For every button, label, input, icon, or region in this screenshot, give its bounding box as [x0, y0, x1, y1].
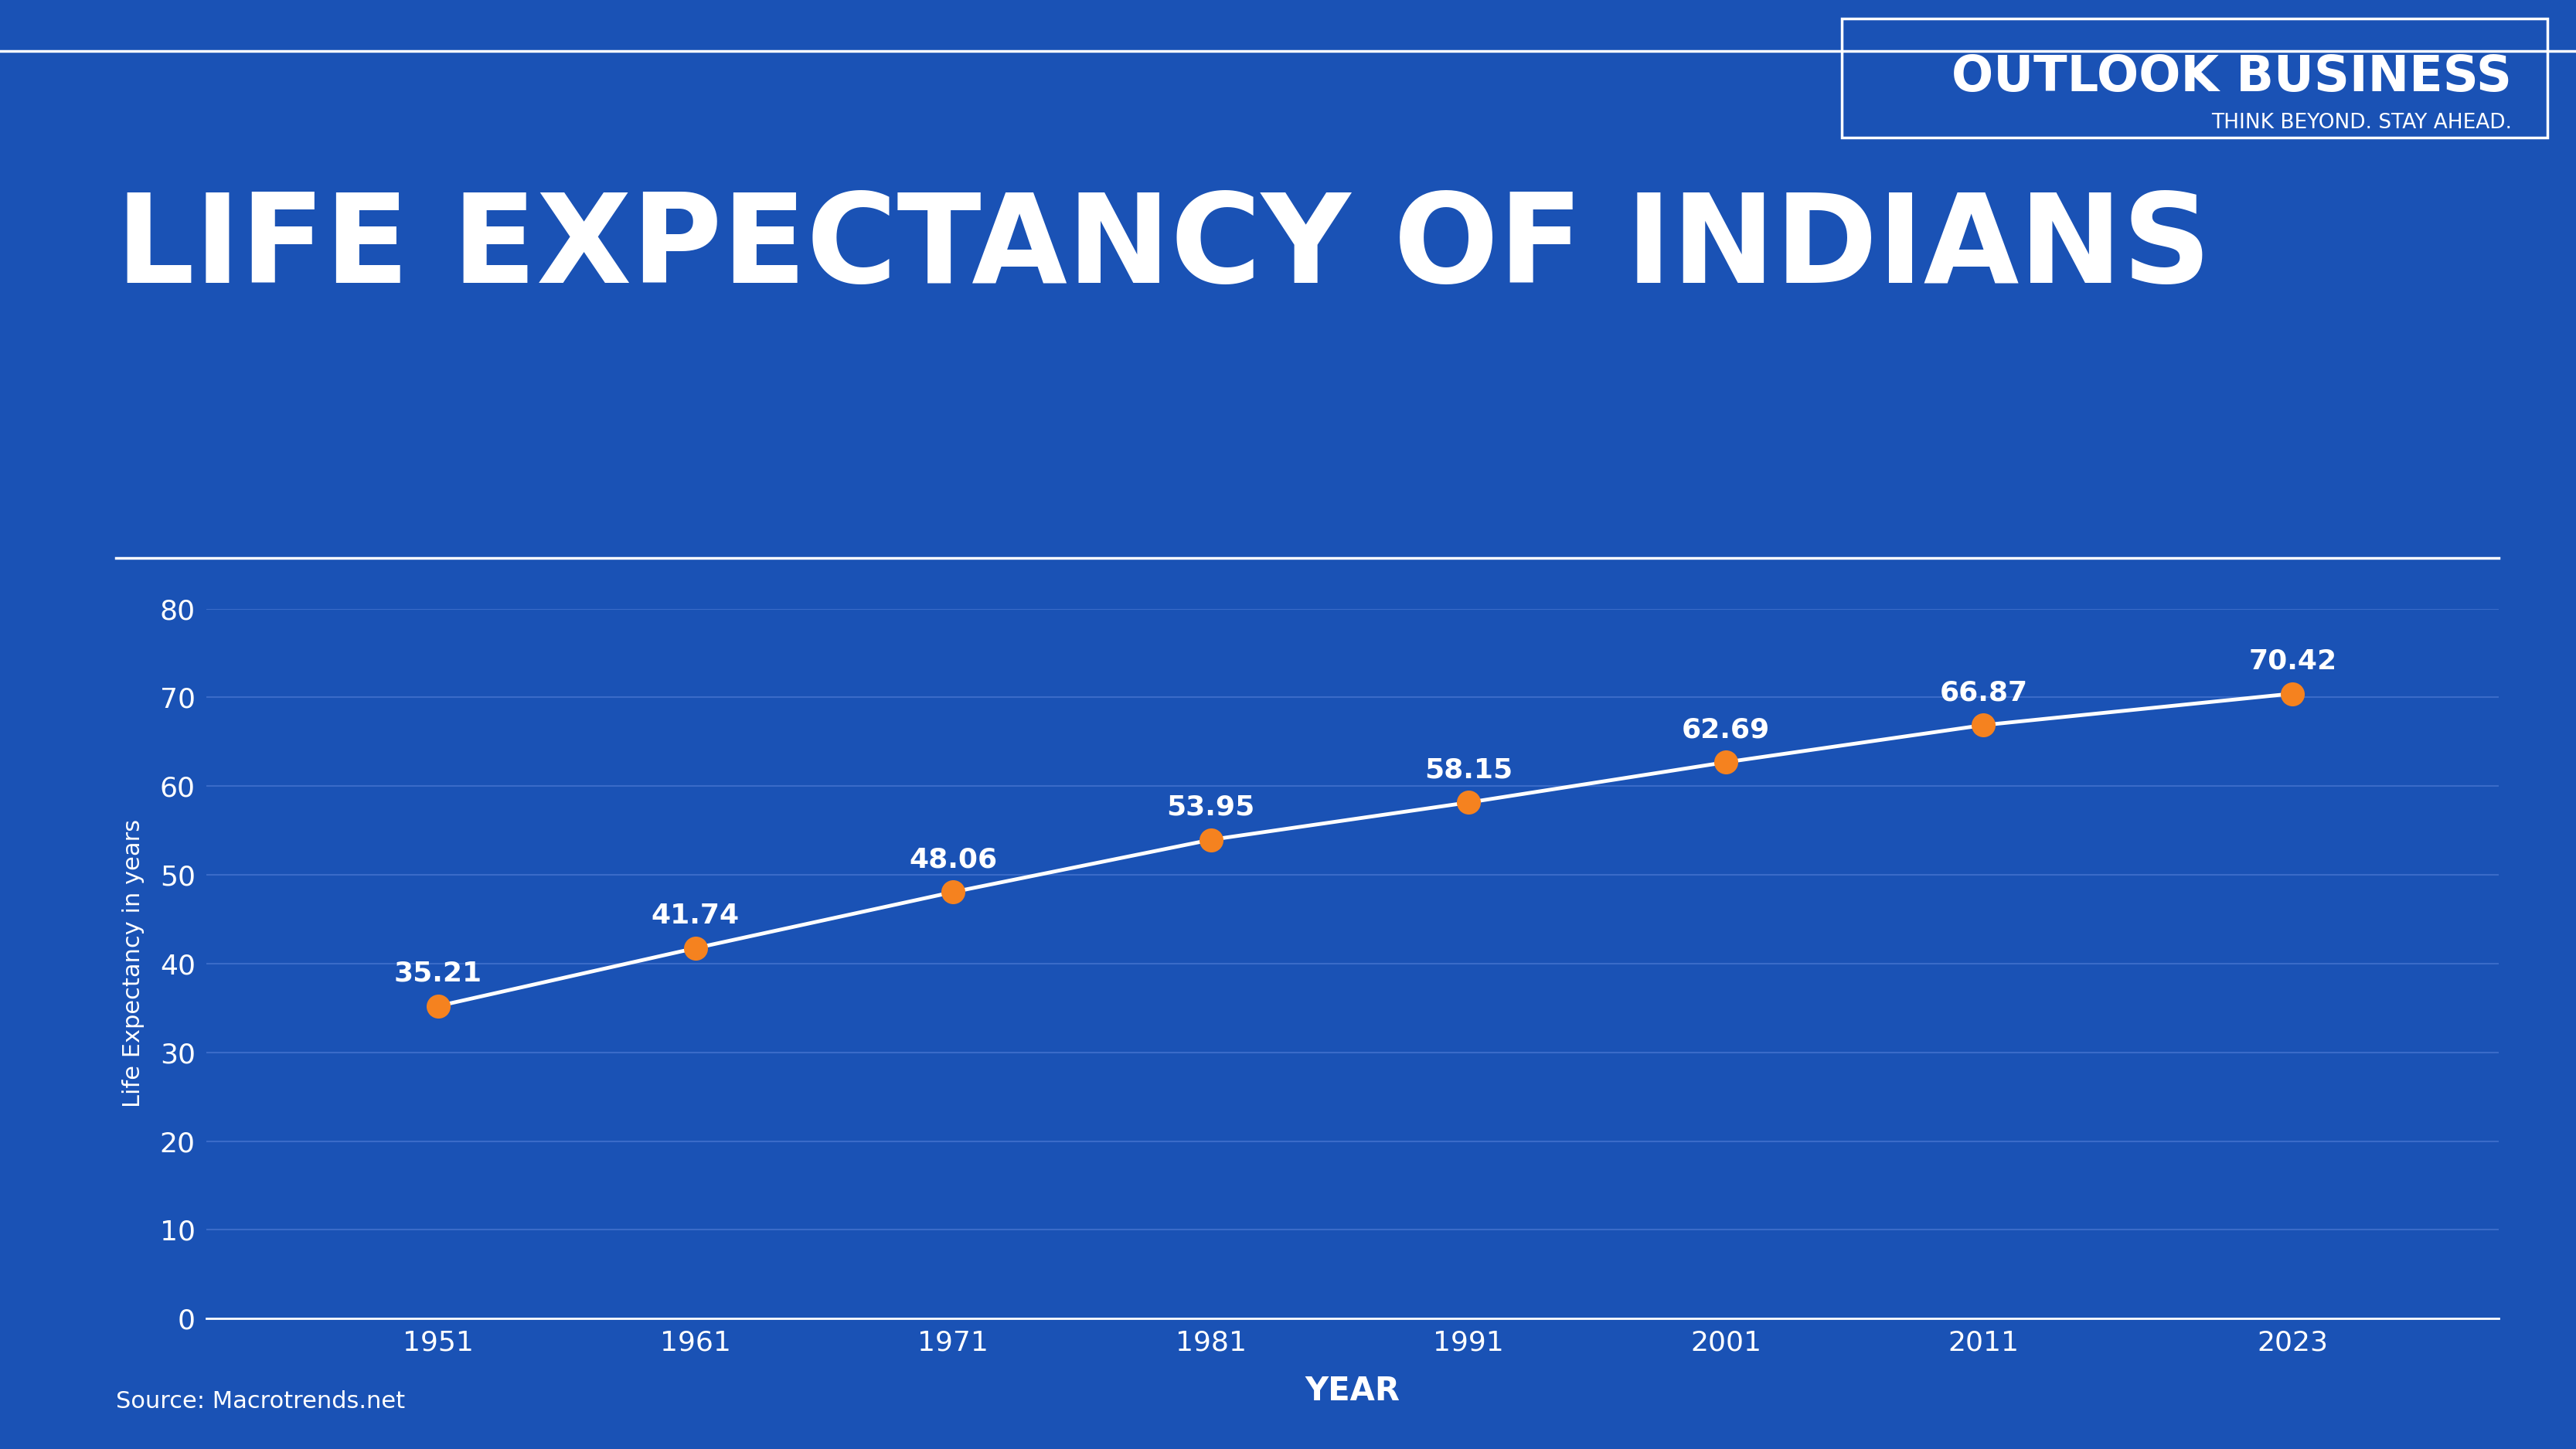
Text: 62.69: 62.69 [1682, 716, 1770, 743]
Text: LIFE EXPECTANCY OF INDIANS: LIFE EXPECTANCY OF INDIANS [116, 188, 2210, 309]
Text: Source: Macrotrends.net: Source: Macrotrends.net [116, 1391, 404, 1413]
Point [1705, 751, 1747, 774]
Point [2272, 682, 2313, 706]
Text: THINK BEYOND. STAY AHEAD.: THINK BEYOND. STAY AHEAD. [2210, 113, 2512, 133]
Text: 58.15: 58.15 [1425, 756, 1512, 782]
Point [675, 936, 716, 959]
Point [1448, 791, 1489, 814]
Text: 35.21: 35.21 [394, 961, 482, 987]
Text: OUTLOOK BUSINESS: OUTLOOK BUSINESS [1953, 54, 2512, 101]
Point [417, 994, 459, 1017]
Point [1190, 829, 1231, 852]
Point [1963, 713, 2004, 736]
Text: 70.42: 70.42 [2249, 648, 2336, 674]
Text: 48.06: 48.06 [909, 846, 997, 872]
Point [933, 881, 974, 904]
X-axis label: YEAR: YEAR [1306, 1375, 1399, 1407]
Y-axis label: Life Expectancy in years: Life Expectancy in years [121, 820, 144, 1107]
Text: 66.87: 66.87 [1940, 680, 2027, 706]
Text: 53.95: 53.95 [1167, 794, 1255, 820]
Text: 41.74: 41.74 [652, 903, 739, 929]
